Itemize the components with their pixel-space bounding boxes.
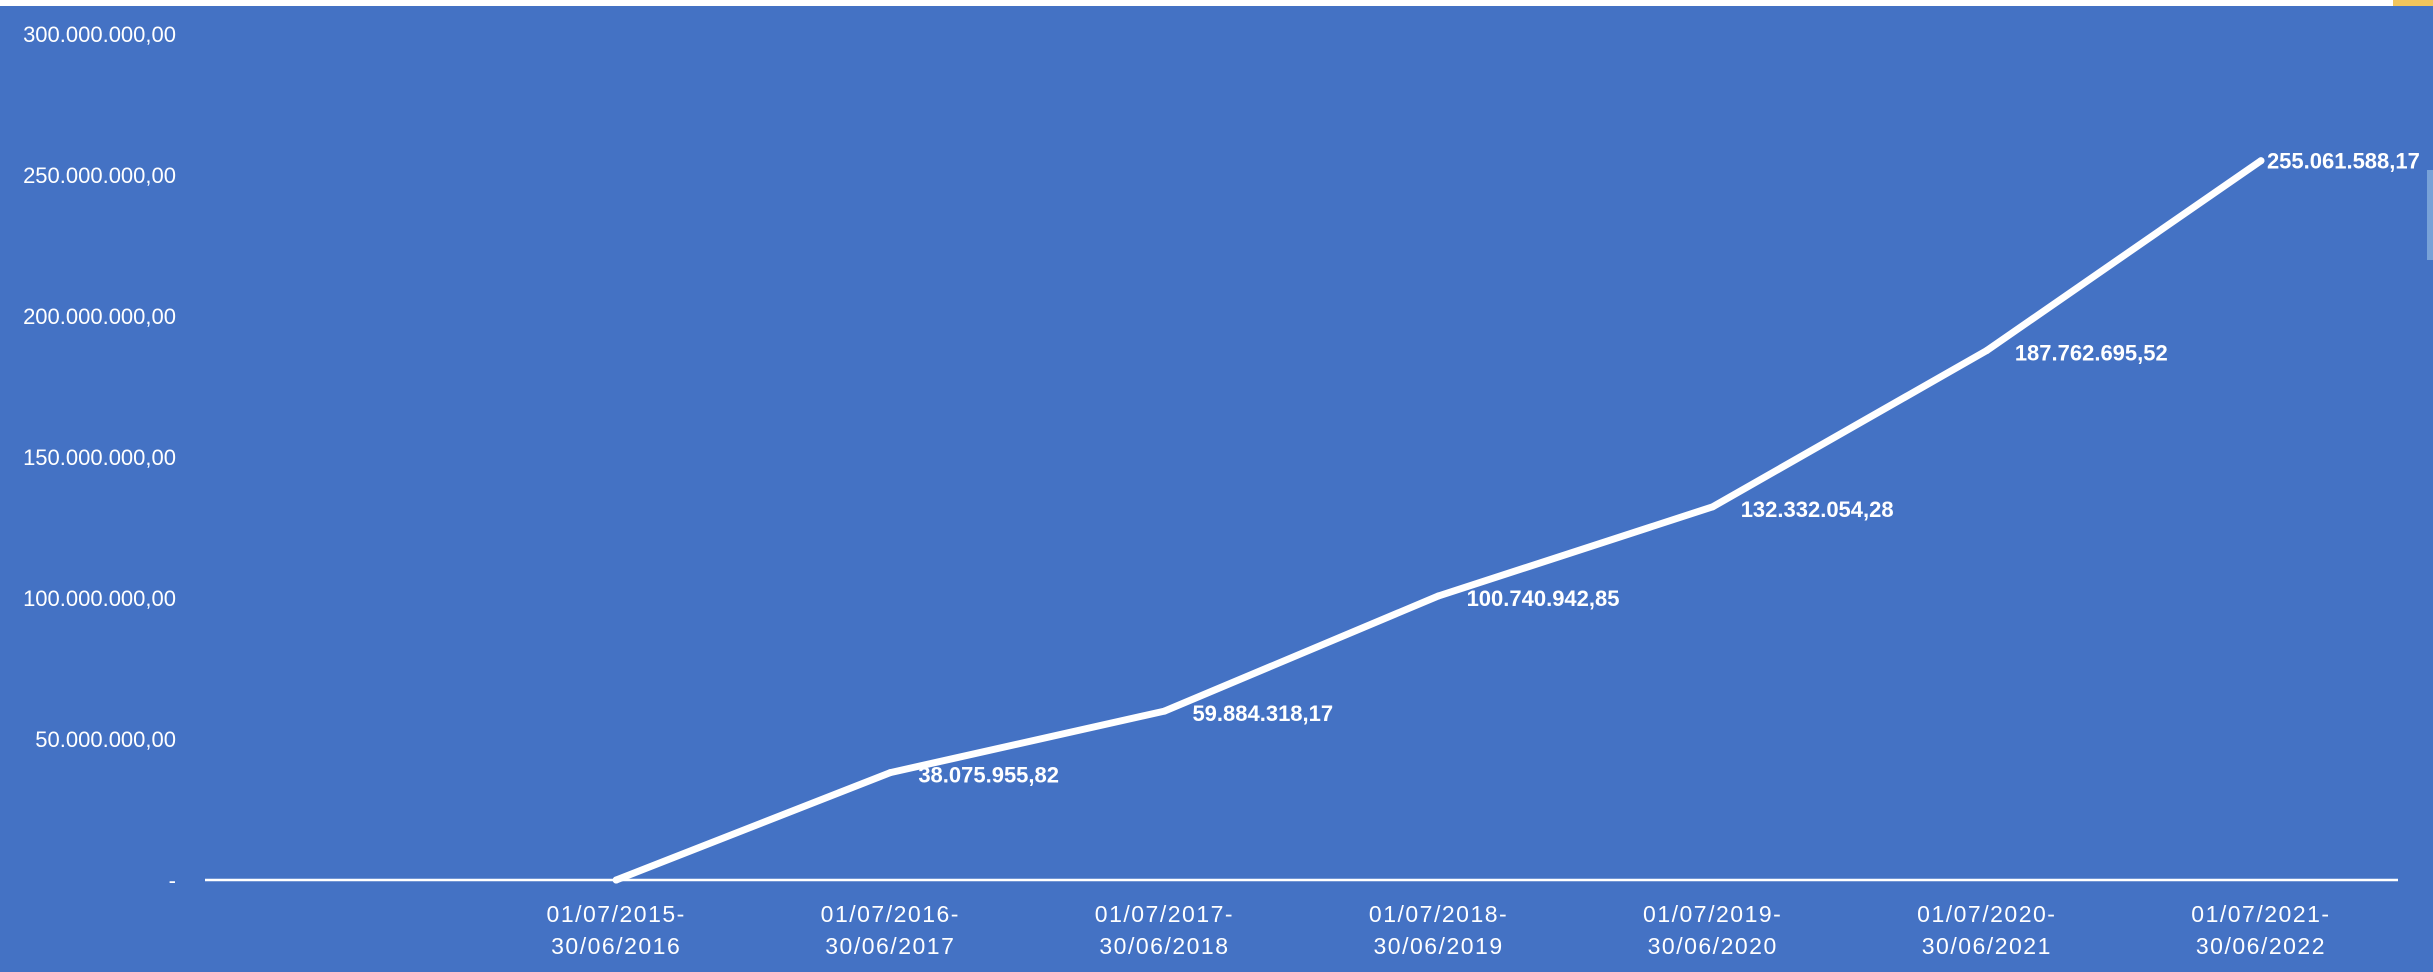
y-axis-tick-labels: - 50.000.000,00 100.000.000,00 150.000.000,… [23,22,176,893]
top-border [0,0,2433,6]
x-axis-tick-labels: 01/07/2015-30/06/2016 01/07/2016-30/06/20… [547,901,2330,959]
data-labels: 38.075.955,82 59.884.318,17 100.740.942,85… [918,149,2420,788]
data-point [1435,592,1443,600]
x-tick-label: 01/07/2018-30/06/2019 [1369,901,1508,959]
x-tick-label: 01/07/2015-30/06/2016 [547,901,686,959]
drop-lines [889,160,2262,880]
y-tick-label: 100.000.000,00 [23,586,176,611]
y-tick-label: 50.000.000,00 [35,727,176,752]
data-point [612,876,620,884]
data-label: 59.884.318,17 [1192,701,1333,726]
data-point [886,769,894,777]
y-tick-label: 150.000.000,00 [23,445,176,470]
data-point [1160,707,1168,715]
data-point [1709,503,1717,511]
data-point [2257,157,2265,165]
right-edge-accent [2427,170,2433,260]
x-tick-label: 01/07/2020-30/06/2021 [1917,901,2056,959]
y-tick-label: 300.000.000,00 [23,22,176,47]
data-label: 187.762.695,52 [2015,341,2168,366]
x-tick-label: 01/07/2019-30/06/2020 [1643,901,1782,959]
data-points [612,157,2265,884]
x-tick-label: 01/07/2016-30/06/2017 [821,901,960,959]
data-label: 100.740.942,85 [1467,586,1620,611]
corner-accent [2393,0,2433,6]
y-tick-label: - [169,868,176,893]
data-label: 132.332.054,28 [1741,497,1894,522]
x-tick-label: 01/07/2021-30/06/2022 [2191,901,2330,959]
data-label: 255.061.588,17 [2267,149,2420,174]
y-tick-label: 250.000.000,00 [23,163,176,188]
y-tick-label: 200.000.000,00 [23,304,176,329]
data-label: 38.075.955,82 [918,763,1059,788]
x-tick-label: 01/07/2017-30/06/2018 [1095,901,1234,959]
data-point [1983,347,1991,355]
